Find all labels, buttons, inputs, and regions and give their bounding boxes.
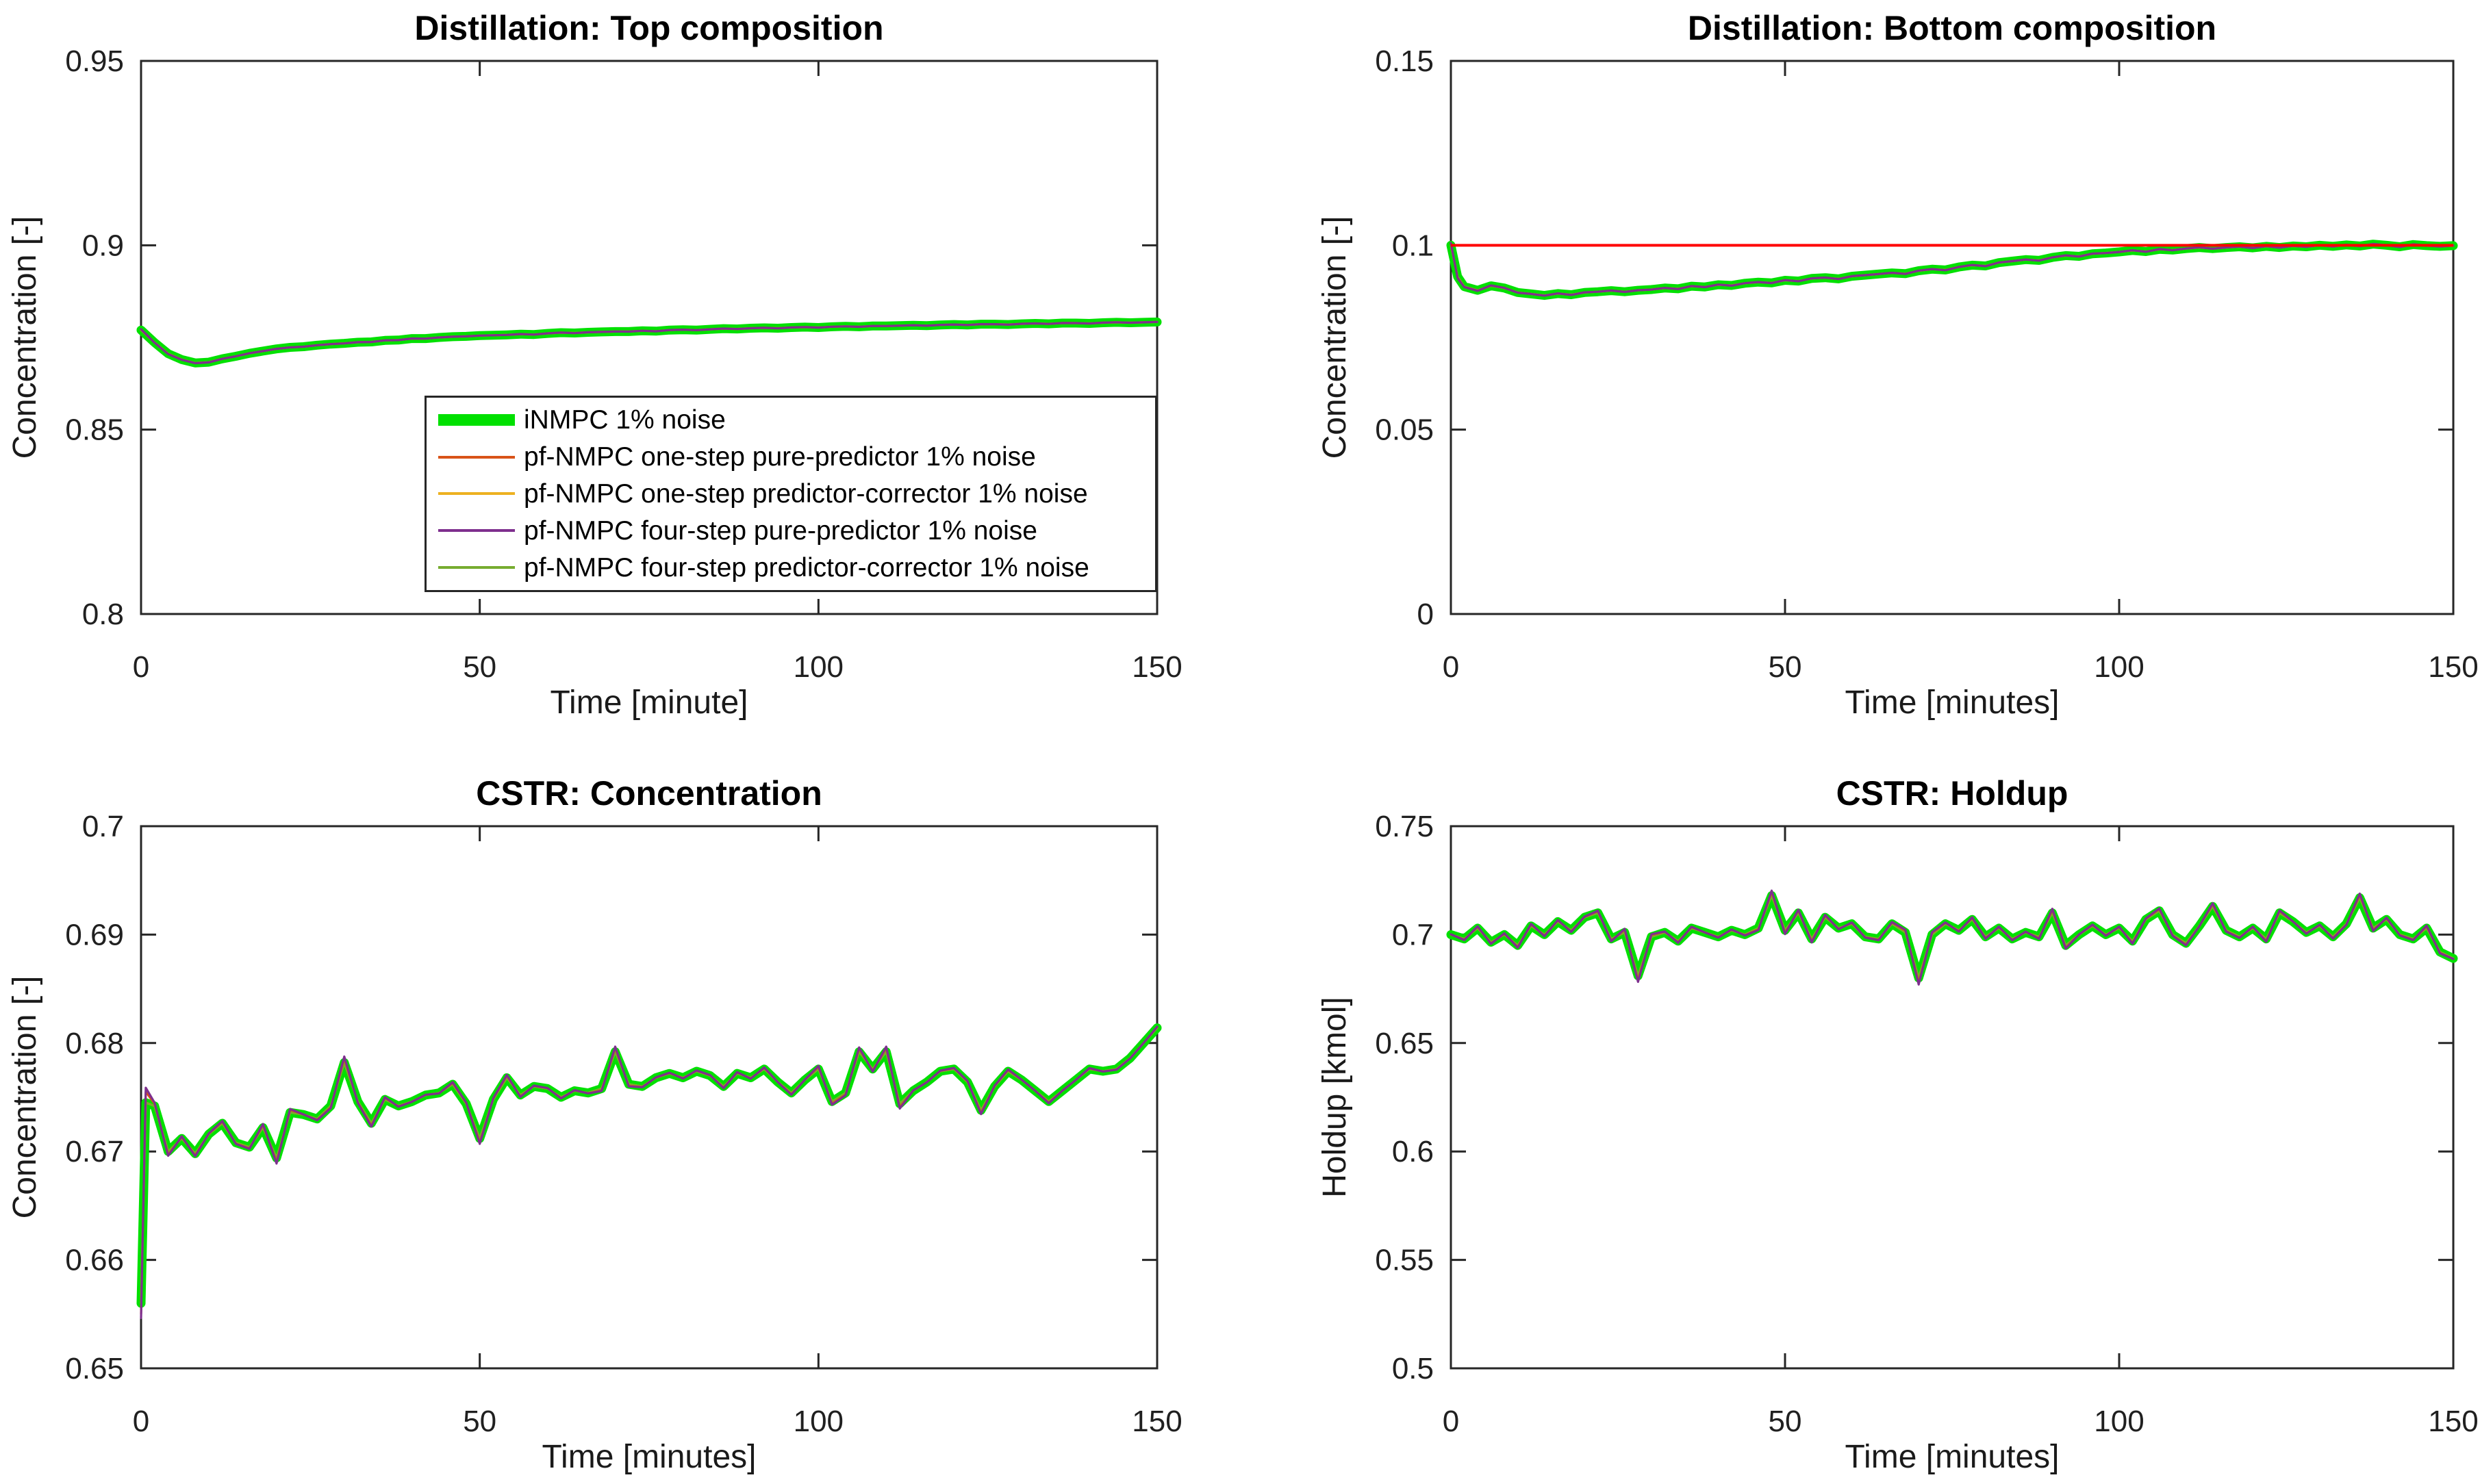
y-tick-label: 0.6 bbox=[1392, 1135, 1434, 1168]
subplot-cstr-concentration: 0 50 100 150 0.65 0.66 0.67 0.68 0.69 0.7 bbox=[65, 810, 1182, 1438]
x-tick-label: 100 bbox=[794, 650, 844, 684]
y-tick-label: 0.65 bbox=[1375, 1027, 1434, 1060]
y-axis-label: Concentration [-] bbox=[1317, 216, 1353, 459]
x-tick-label: 0 bbox=[1443, 1405, 1459, 1438]
y-tick-label: 0.9 bbox=[82, 229, 124, 262]
y-axis-label: Holdup [kmol] bbox=[1317, 997, 1353, 1197]
legend-item: pf-NMPC four-step predictor-corrector 1%… bbox=[427, 550, 1155, 585]
series-line-inmpc-1-noise bbox=[1446, 891, 2458, 983]
legend-item-label: iNMPC 1% noise bbox=[524, 405, 726, 435]
y-tick-label: 0.68 bbox=[65, 1027, 124, 1060]
y-tick-label: 0.5 bbox=[1392, 1352, 1434, 1385]
legend-item-label: pf-NMPC one-step predictor-corrector 1% … bbox=[524, 478, 1088, 509]
y-tick-label: 0.15 bbox=[1375, 44, 1434, 78]
x-tick-label: 150 bbox=[2428, 650, 2478, 684]
y-tick-label: 0.7 bbox=[82, 810, 124, 843]
legend-item: pf-NMPC one-step predictor-corrector 1% … bbox=[427, 476, 1155, 511]
subplot-distillation-bottom: 0 50 100 150 0 0.05 0.1 0.15 bbox=[1375, 44, 2478, 684]
y-tick-label: 0.67 bbox=[65, 1135, 124, 1168]
series-line-inmpc-1-noise bbox=[136, 1023, 1162, 1308]
subplot-cstr-holdup: 0 50 100 150 0.5 0.55 0.6 0.65 0.7 0.75 bbox=[1375, 810, 2478, 1438]
legend-item-label: pf-NMPC one-step pure-predictor 1% noise bbox=[524, 442, 1036, 472]
subplot-distillation-top: 0 50 100 150 0.8 0.85 0.9 0.95 bbox=[65, 44, 1182, 684]
x-tick-label: 150 bbox=[1132, 650, 1182, 684]
x-axis-label: Time [minutes] bbox=[1845, 1439, 2060, 1475]
axes-frame bbox=[140, 825, 1159, 1370]
y-tick-label: 0.69 bbox=[65, 918, 124, 951]
x-tick-label: 0 bbox=[133, 1405, 149, 1438]
x-axis-label: Time [minutes] bbox=[1845, 685, 2060, 721]
legend-line-sample bbox=[438, 455, 515, 459]
y-axis-label: Concentration [-] bbox=[7, 976, 43, 1219]
series-line-pf-nmpc-four-step-pure-predictor-1-noise bbox=[140, 320, 1159, 365]
x-tick-label: 0 bbox=[1443, 650, 1459, 684]
legend-item: iNMPC 1% noise bbox=[427, 402, 1155, 438]
x-axis-label: Time [minute] bbox=[551, 685, 748, 721]
series-line-pf-nmpc-four-step-pure-predictor-1-noise bbox=[140, 1025, 1159, 1320]
series-line-pf-nmpc-four-step-pure-predictor-1-noise bbox=[1450, 242, 2455, 297]
y-tick-label: 0 bbox=[1417, 598, 1434, 631]
y-tick-label: 0.55 bbox=[1375, 1244, 1434, 1277]
x-tick-label: 50 bbox=[463, 1405, 496, 1438]
y-axis-label: Concentration [-] bbox=[7, 216, 43, 459]
x-tick-label: 100 bbox=[794, 1405, 844, 1438]
legend-line-sample bbox=[438, 566, 515, 570]
x-tick-label: 100 bbox=[2094, 650, 2144, 684]
y-tick-label: 0.66 bbox=[65, 1244, 124, 1277]
y-tick-label: 0.65 bbox=[65, 1352, 124, 1385]
y-tick-label: 0.85 bbox=[65, 413, 124, 447]
chart-title: CSTR: Concentration bbox=[476, 774, 822, 813]
legend-item-label: pf-NMPC four-step predictor-corrector 1%… bbox=[524, 552, 1089, 583]
x-tick-label: 50 bbox=[1769, 650, 1802, 684]
x-tick-label: 150 bbox=[2428, 1405, 2478, 1438]
series-line-inmpc-1-noise bbox=[1446, 240, 2458, 300]
legend-line-sample bbox=[438, 529, 515, 533]
series-line-pf-nmpc-one-step-predictor-corrector-1-noise bbox=[1450, 894, 2455, 980]
axes-frame bbox=[1450, 60, 2455, 615]
x-tick-label: 50 bbox=[463, 650, 496, 684]
x-tick-label: 0 bbox=[133, 650, 149, 684]
chart-title: CSTR: Holdup bbox=[1836, 774, 2068, 813]
y-tick-label: 0.7 bbox=[1392, 918, 1434, 951]
chart-title: Distillation: Bottom composition bbox=[1688, 9, 2216, 47]
y-tick-label: 0.1 bbox=[1392, 229, 1434, 262]
x-tick-label: 150 bbox=[1132, 1405, 1182, 1438]
legend-item-label: pf-NMPC four-step pure-predictor 1% nois… bbox=[524, 515, 1037, 546]
axes-frame bbox=[140, 60, 1159, 615]
y-tick-label: 0.8 bbox=[82, 598, 124, 631]
y-tick-label: 0.75 bbox=[1375, 810, 1434, 843]
x-tick-label: 50 bbox=[1769, 1405, 1802, 1438]
series-line-pf-nmpc-four-step-pure-predictor-1-noise bbox=[1450, 889, 2455, 986]
legend-line-sample bbox=[438, 492, 515, 496]
y-tick-label: 0.05 bbox=[1375, 413, 1434, 447]
series-line-pf-nmpc-four-step-predictor-corrector-1-noise bbox=[1450, 894, 2455, 980]
y-tick-label: 0.95 bbox=[65, 44, 124, 78]
axes-frame bbox=[1450, 825, 2455, 1370]
chart-title: Distillation: Top composition bbox=[414, 9, 883, 47]
legend-item: pf-NMPC one-step pure-predictor 1% noise bbox=[427, 439, 1155, 475]
legend-line-sample bbox=[438, 414, 515, 426]
series-line-pf-nmpc-one-step-pure-predictor-1-noise bbox=[1450, 891, 2455, 984]
series-line-inmpc-1-noise bbox=[136, 317, 1162, 368]
x-tick-label: 100 bbox=[2094, 1405, 2144, 1438]
x-axis-label: Time [minutes] bbox=[542, 1439, 757, 1475]
legend-item: pf-NMPC four-step pure-predictor 1% nois… bbox=[427, 513, 1155, 548]
legend-box: iNMPC 1% noise pf-NMPC one-step pure-pre… bbox=[425, 396, 1157, 592]
